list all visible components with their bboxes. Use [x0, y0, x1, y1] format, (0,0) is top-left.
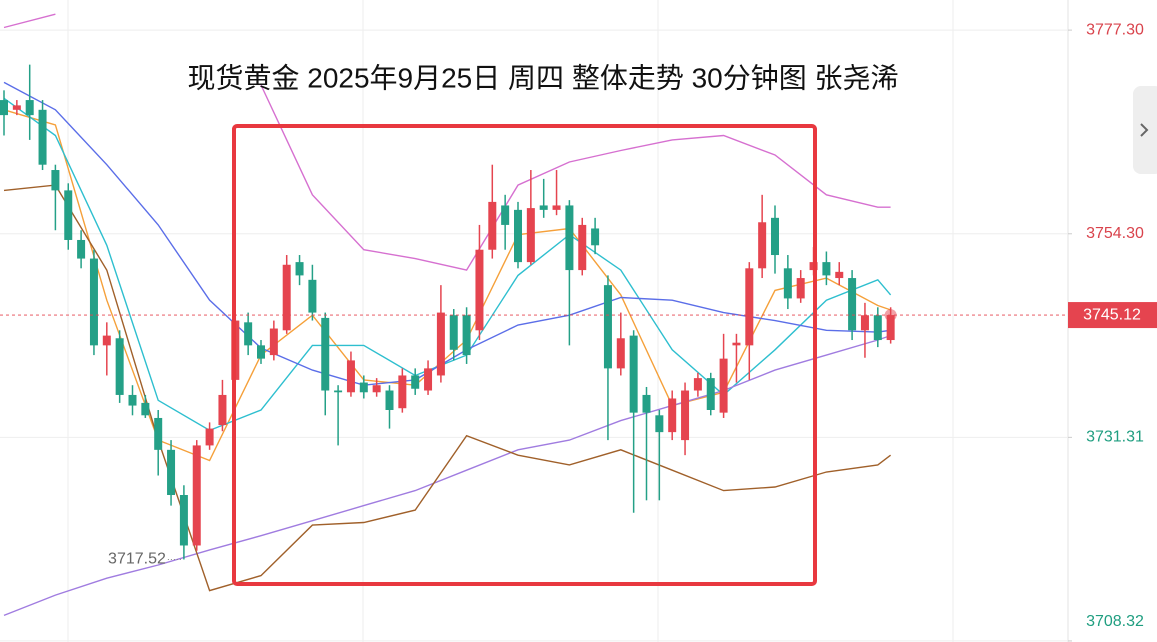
candle-body [475, 249, 484, 331]
candle-body [552, 205, 561, 210]
candle-body [603, 285, 612, 369]
candle-body [346, 360, 355, 393]
candle-body [501, 205, 510, 225]
candle-body [192, 445, 201, 546]
candle-body [745, 268, 754, 346]
candle-body [578, 224, 587, 271]
candle-body [218, 394, 227, 426]
candle-body [771, 217, 779, 256]
candle-body [115, 338, 124, 395]
candle-body [642, 394, 651, 413]
candle-body [681, 390, 690, 441]
candle-body [385, 390, 394, 410]
chart-title: 现货黄金 2025年9月25日 周四 整体走势 30分钟图 张尧浠 [187, 62, 898, 93]
candle-body [565, 205, 574, 271]
candle-body [514, 209, 522, 263]
candle-body [693, 378, 702, 391]
candle-body [783, 268, 792, 299]
candle-body [321, 317, 330, 391]
low-annotation: 3717.52 [108, 551, 166, 568]
expand-button[interactable] [1133, 86, 1157, 174]
current-price-tag [1068, 302, 1157, 329]
candle-body [179, 495, 188, 546]
candle-body [154, 417, 163, 450]
candle-body [668, 398, 677, 433]
candle-body [128, 394, 137, 406]
candle-body [269, 328, 278, 356]
y-tick-label: 3731.31 [1086, 429, 1144, 446]
candle-body [706, 378, 715, 410]
candle-body [411, 375, 420, 389]
candle-body [167, 449, 176, 496]
candle-body [372, 385, 381, 393]
candle-body [616, 338, 625, 369]
chevron-icon[interactable] [1140, 123, 1149, 137]
candle-body [462, 315, 471, 356]
price-axis: 3777.30 3754.30 3731.31 3708.32 3745.12 [1068, 21, 1157, 642]
candle-body [848, 278, 857, 331]
current-price-dot [884, 309, 897, 322]
y-tick-label: 3777.30 [1086, 21, 1144, 38]
candle-body [12, 105, 21, 110]
candle-body [449, 315, 458, 350]
candle-body [282, 264, 291, 331]
candle-body [398, 375, 407, 409]
candle-body [873, 315, 882, 341]
candle-body [526, 208, 535, 263]
candle-body [77, 239, 86, 259]
candle-body [141, 402, 150, 416]
candle-body [539, 205, 548, 210]
candle-body [359, 382, 368, 393]
candle-body [244, 322, 253, 346]
candle-body [436, 312, 445, 376]
candle-body [89, 258, 98, 346]
candle-body [591, 228, 600, 246]
candle-body [796, 278, 805, 299]
candle-body [488, 201, 497, 250]
indicator-line [3, 334, 891, 617]
candle-body [655, 415, 664, 433]
candle-body [629, 335, 638, 413]
indicator-line [3, 13, 891, 271]
candle-body [25, 100, 34, 116]
candle-body [38, 109, 47, 165]
candle-body [334, 390, 343, 393]
candle-body [102, 335, 111, 346]
candle-body [424, 368, 433, 391]
current-price-label: 3745.12 [1083, 306, 1141, 323]
candle-body [860, 315, 869, 331]
candle-body [822, 262, 831, 276]
candle-body [257, 345, 265, 359]
candle-body [758, 222, 767, 269]
expand-button-bg[interactable] [1133, 86, 1157, 174]
candle-body [295, 262, 304, 276]
candle-body [308, 279, 317, 313]
candle-body [835, 271, 844, 279]
candle-body [64, 190, 73, 240]
candle-body [0, 100, 8, 116]
candle-body [732, 342, 741, 346]
y-tick-label: 3708.32 [1086, 613, 1144, 630]
y-tick-label: 3754.30 [1086, 225, 1144, 242]
candle-body [719, 358, 728, 413]
candle-body [51, 170, 60, 191]
highlight-box [232, 124, 817, 586]
candle-body [886, 315, 895, 341]
candle-body [205, 428, 214, 446]
